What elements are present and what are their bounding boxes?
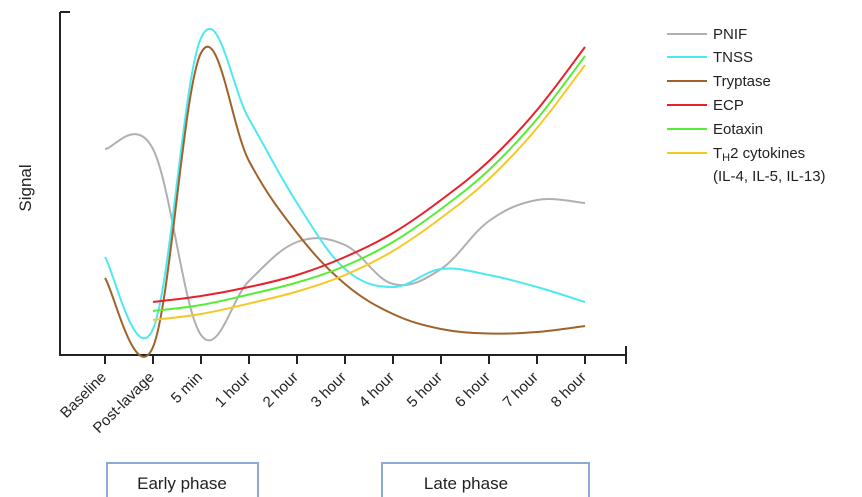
legend-label-tnss: TNSS <box>713 49 753 66</box>
series-line-tryptase <box>104 45 586 358</box>
x-tick-label: 5 min <box>168 369 206 407</box>
series-line-pnif <box>104 133 586 342</box>
legend-label-pnif: PNIF <box>713 26 747 43</box>
legend-label-th2-sub: H <box>722 152 730 164</box>
early-phase-border <box>106 462 259 497</box>
late-phase-box: Late phase <box>381 462 590 497</box>
legend-label-eotaxin: Eotaxin <box>713 121 763 138</box>
late-phase-border <box>381 462 590 497</box>
x-tick-label: 3 hour <box>308 369 350 411</box>
x-tick-label: 7 hour <box>500 369 542 411</box>
legend-label-th2-line2: (IL-4, IL-5, IL-13) <box>713 168 826 185</box>
legend-label-tryptase: Tryptase <box>713 73 771 90</box>
legend-label-th2: TH2 cytokines <box>713 145 805 164</box>
series-lines <box>104 27 586 358</box>
x-tick-label: 6 hour <box>452 369 494 411</box>
x-tick-label: 8 hour <box>548 369 590 411</box>
y-axis-title: Signal <box>16 164 35 211</box>
legend-label-th2-main: T <box>713 145 722 162</box>
x-tick-label: 4 hour <box>356 369 398 411</box>
series-line-tnss <box>104 27 586 340</box>
series-line-ecp <box>152 46 586 303</box>
legend: PNIF TNSS Tryptase ECP Eotaxin TH2 cytok… <box>667 26 826 185</box>
x-ticks <box>104 346 627 364</box>
early-phase-label: Early phase <box>137 474 227 493</box>
series-line-eotaxin <box>152 55 586 312</box>
series-line-th2 <box>152 64 586 321</box>
early-phase-box: Early phase <box>106 462 259 497</box>
legend-label-th2-rest: 2 cytokines <box>730 145 805 162</box>
legend-label-ecp: ECP <box>713 97 744 114</box>
x-tick-label: 1 hour <box>212 369 254 411</box>
late-phase-label: Late phase <box>424 474 508 493</box>
x-tick-label: 5 hour <box>404 369 446 411</box>
x-tick-label: 2 hour <box>260 369 302 411</box>
